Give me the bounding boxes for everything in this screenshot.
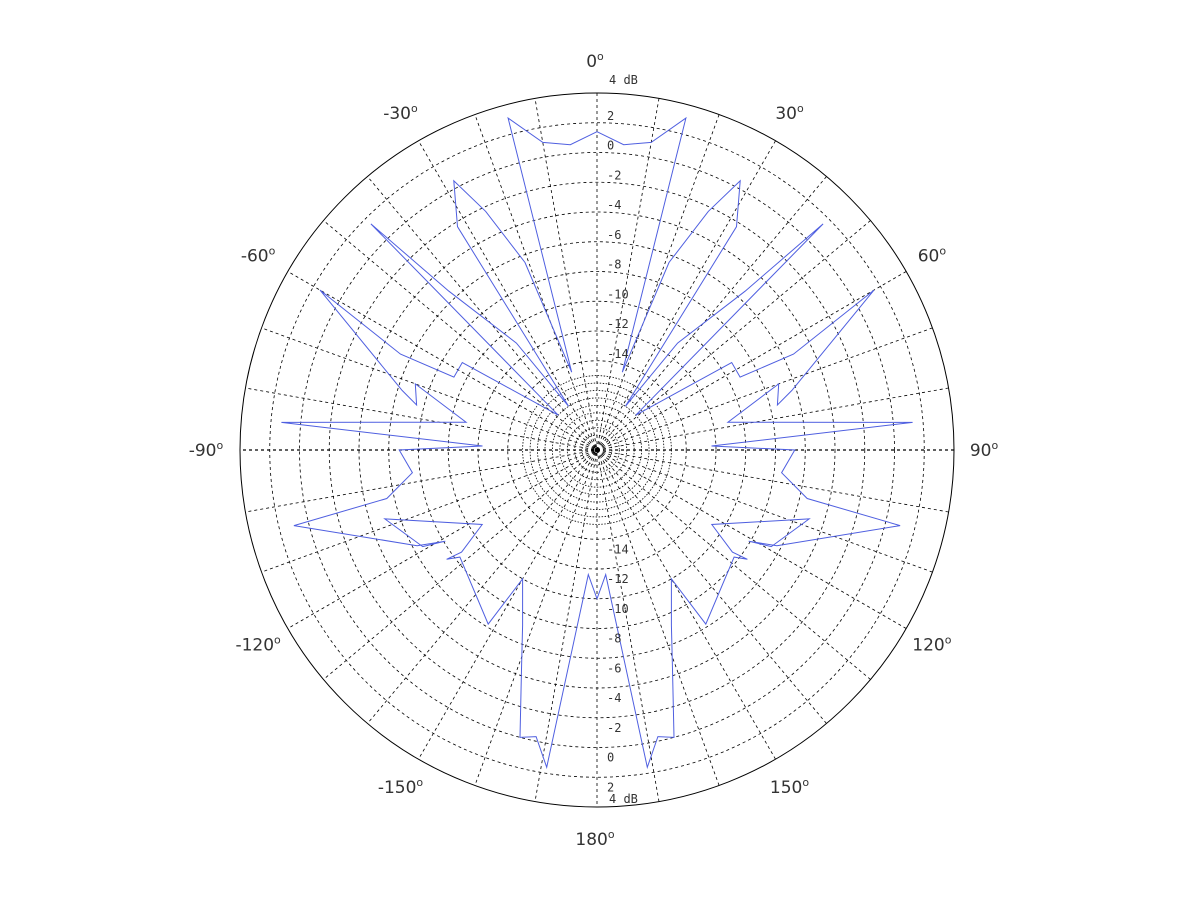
grid-ring (299, 152, 895, 748)
center-marker (594, 447, 600, 453)
radial-tick-label: -8 (607, 258, 621, 272)
grid-ring (507, 360, 687, 540)
grid-ring-inner (522, 375, 672, 525)
grid-ring (328, 181, 866, 719)
outer-frame (239, 92, 955, 808)
radial-tick-label: -6 (607, 228, 621, 242)
radial-tick-label: -8 (607, 632, 621, 646)
grid-ring-inner (566, 419, 628, 481)
radial-tick-label: 2 (607, 780, 614, 794)
radial-tick-label: -10 (607, 602, 629, 616)
angle-tick-label: 120o (912, 634, 951, 656)
radial-unit-label: 4 dB (609, 73, 638, 87)
labels-layer: -14-14-12-12-10-10-8-8-6-6-4-4-2-200224 … (189, 50, 999, 850)
angle-tick-label: 180o (575, 828, 614, 850)
grid-ring (358, 211, 836, 689)
grid-ring-inner (529, 382, 665, 518)
radial-tick-label: -14 (607, 347, 629, 361)
series-line (281, 116, 913, 770)
radial-tick-label: -14 (607, 542, 629, 556)
grid-ring-inner (574, 427, 620, 473)
series-layer (281, 116, 913, 770)
grid-ring-inner (559, 412, 635, 488)
angle-tick-label: 30o (775, 102, 804, 124)
angle-tick-label: 90o (970, 439, 999, 461)
grid-ring-inner (537, 390, 657, 510)
grid-ring (269, 122, 925, 778)
radial-tick-label: -4 (607, 198, 621, 212)
angle-tick-label: -90o (189, 439, 224, 461)
radial-tick-label: 0 (607, 751, 614, 765)
grid-ring (418, 271, 776, 629)
grid-ring-inner (581, 434, 613, 466)
grid-ring-inner (551, 404, 643, 496)
radial-tick-label: -6 (607, 661, 621, 675)
angle-tick-label: 150o (770, 776, 809, 798)
radial-tick-label: -10 (607, 287, 629, 301)
angle-tick-label: 60o (918, 245, 947, 267)
grid-ring (388, 241, 806, 659)
radial-tick-label: -2 (607, 168, 621, 182)
angle-tick-label: -150o (378, 776, 424, 798)
grid-ring (447, 300, 747, 600)
angle-tick-label: 0o (586, 50, 604, 72)
angle-tick-label: -120o (235, 634, 281, 656)
radial-tick-label: -12 (607, 317, 629, 331)
radial-tick-label: -4 (607, 691, 621, 705)
grid-ring-inner (544, 397, 650, 503)
radial-tick-label: 0 (607, 139, 614, 153)
grid-ring (477, 330, 717, 570)
angle-tick-label: -60o (241, 245, 276, 267)
radial-unit-label: 4 dB (609, 792, 638, 806)
radial-tick-label: 2 (607, 109, 614, 123)
radial-tick-label: -2 (607, 721, 621, 735)
angle-tick-label: -30o (383, 102, 418, 124)
radial-tick-label: -12 (607, 572, 629, 586)
